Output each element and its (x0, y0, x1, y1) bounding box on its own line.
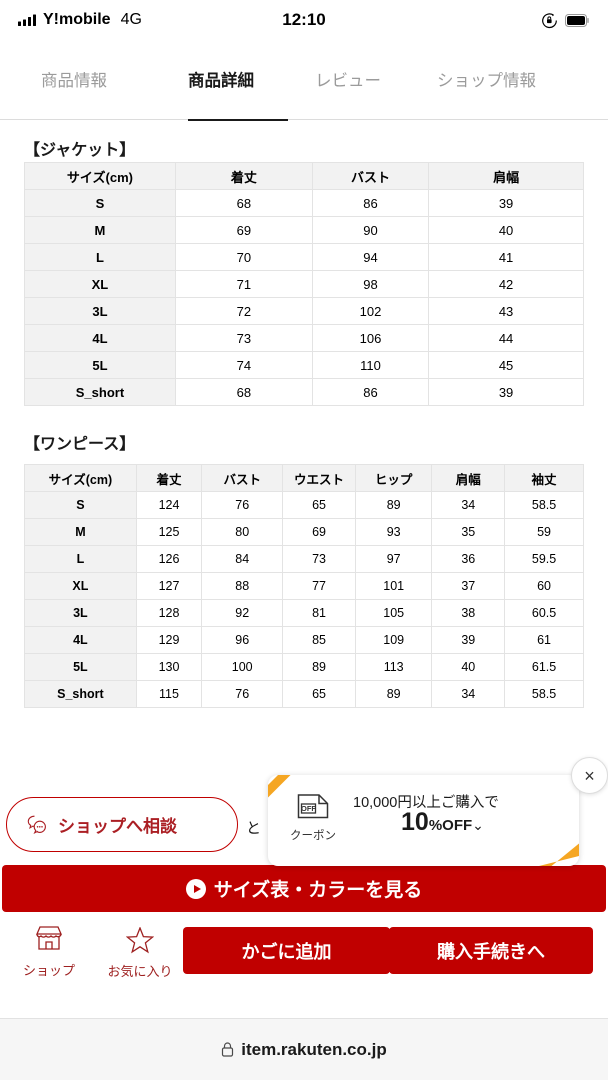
svg-text:OFF: OFF (301, 804, 316, 813)
